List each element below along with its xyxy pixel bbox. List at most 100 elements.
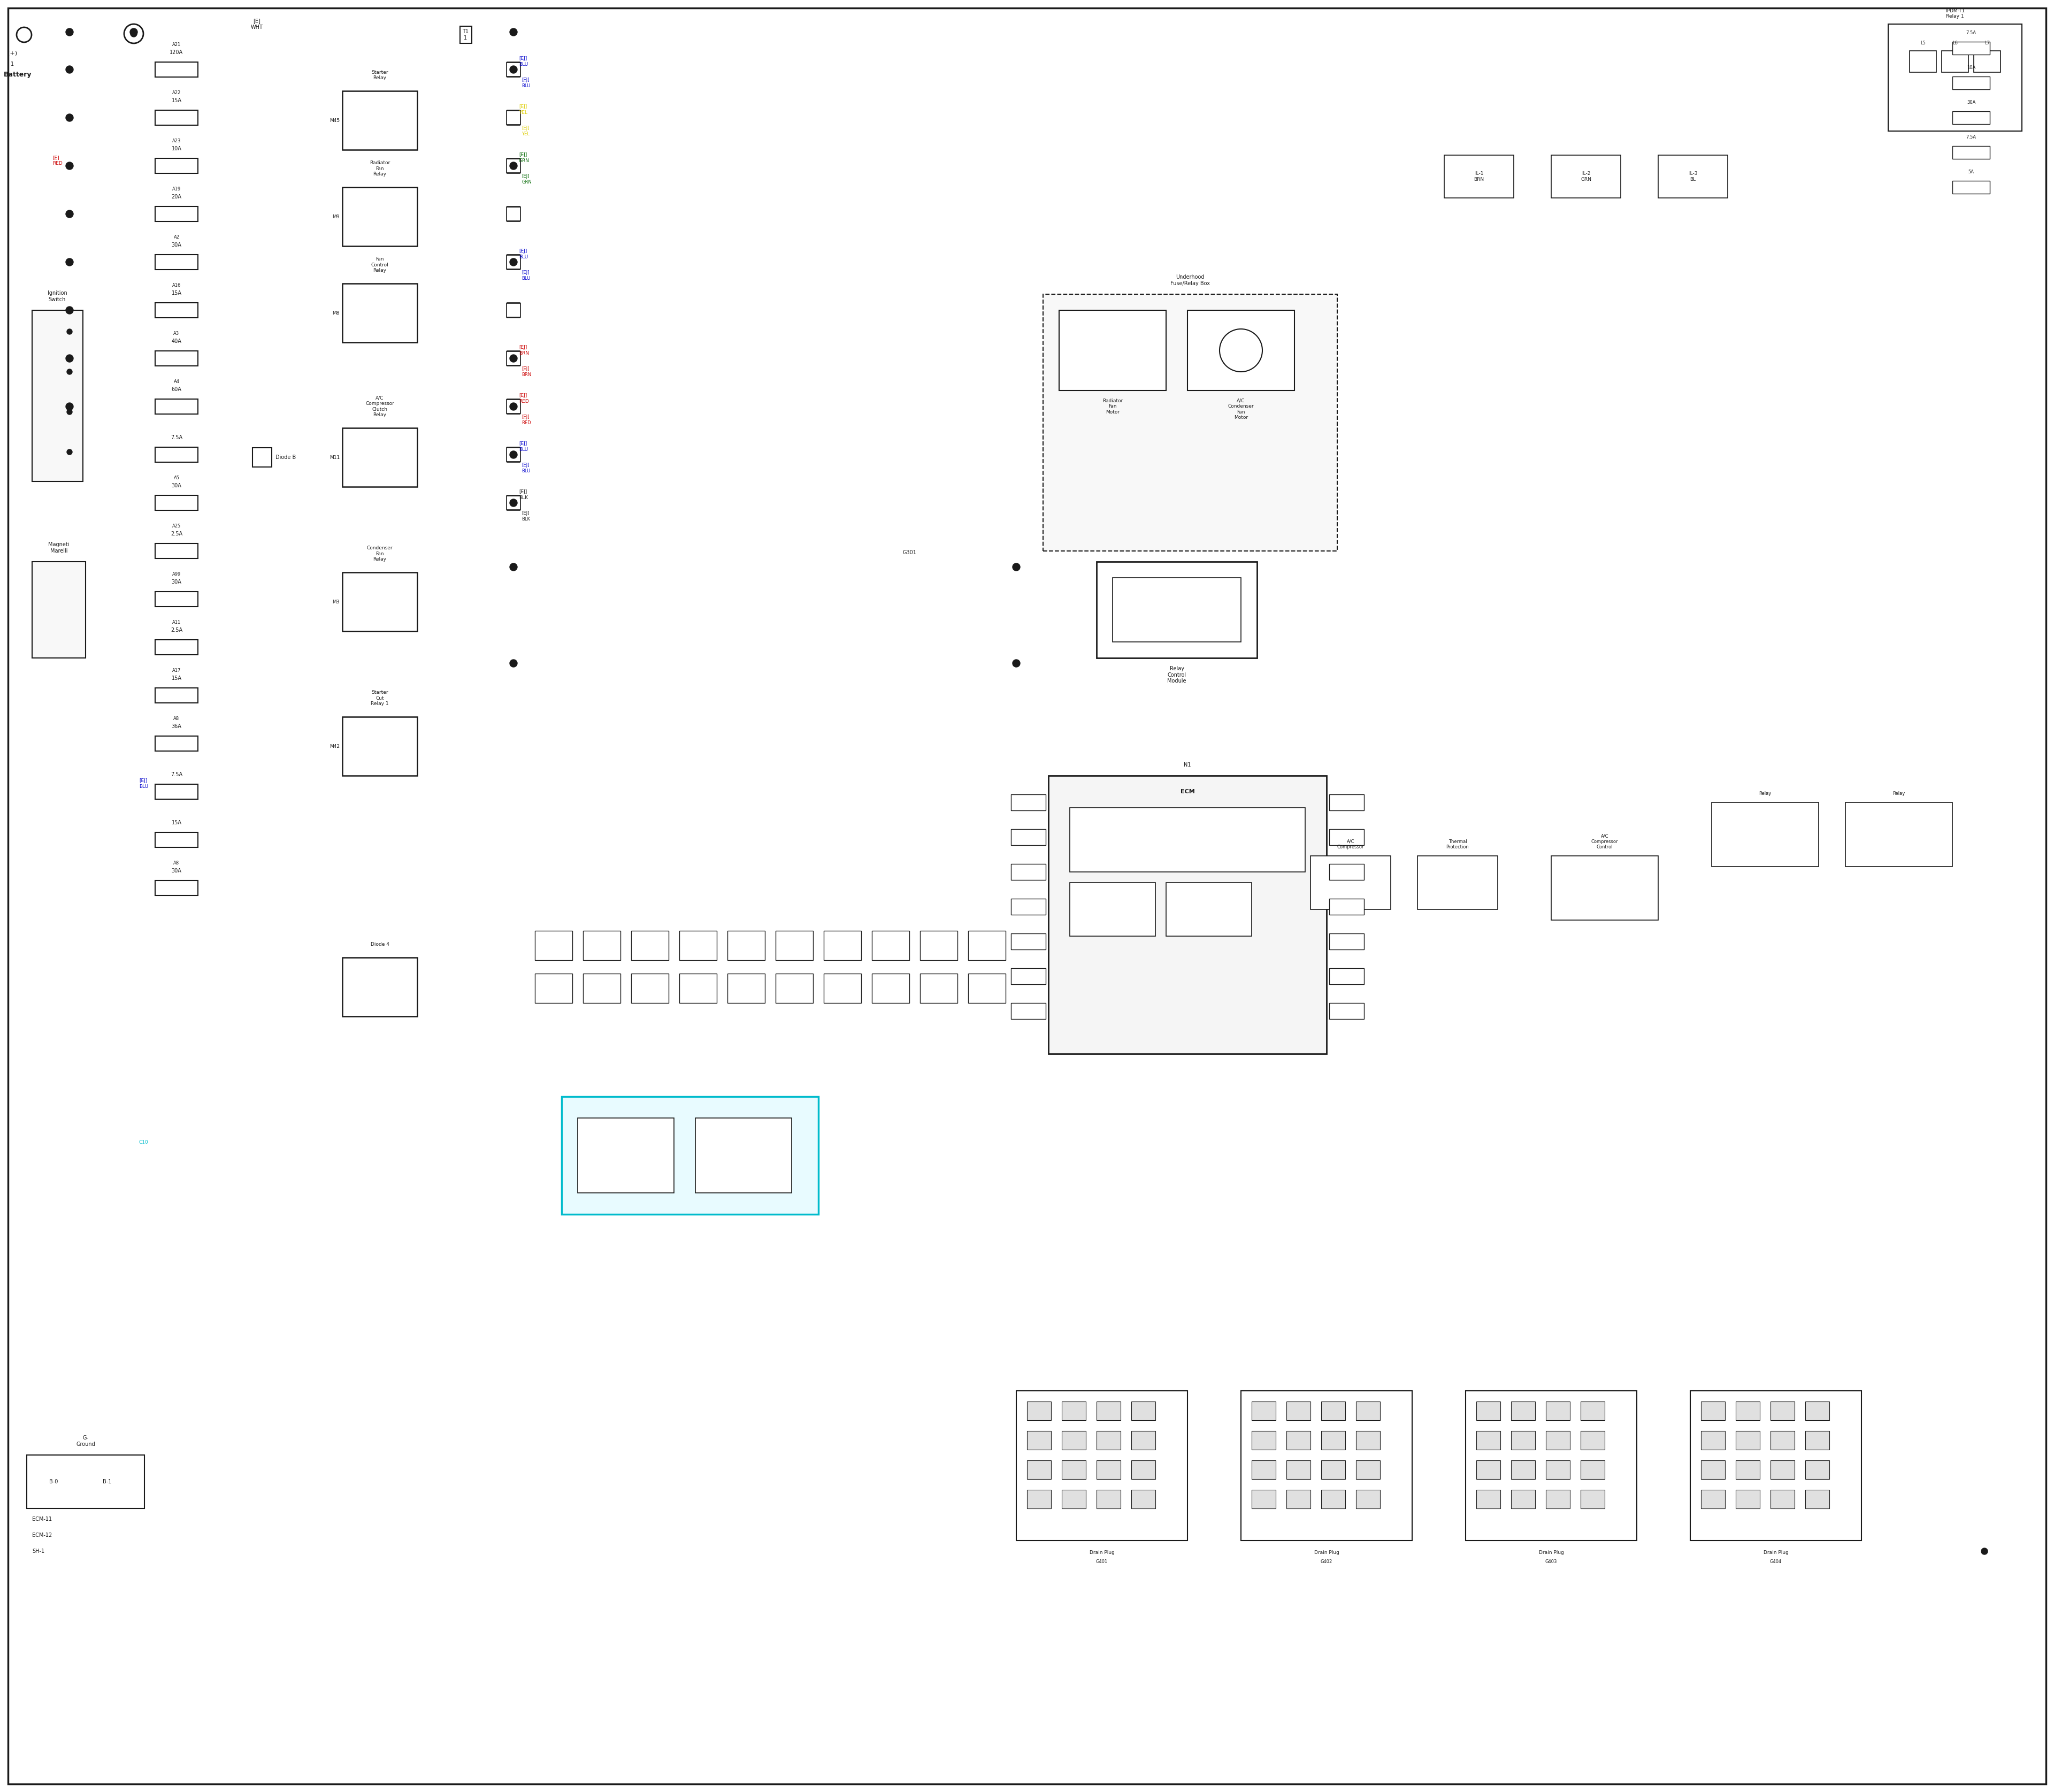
- Circle shape: [509, 563, 518, 572]
- Text: Relay
Control
Module: Relay Control Module: [1167, 667, 1187, 685]
- Bar: [631, 930, 670, 961]
- Text: A3: A3: [173, 332, 179, 337]
- Bar: [1477, 1460, 1499, 1478]
- Bar: [156, 158, 197, 174]
- Text: C10: C10: [140, 1140, 148, 1145]
- Circle shape: [68, 369, 72, 375]
- Bar: [1953, 111, 1990, 124]
- Bar: [1582, 1432, 1604, 1450]
- Text: [EJ]
GRN: [EJ] GRN: [522, 174, 532, 185]
- Bar: [1187, 310, 1294, 391]
- Circle shape: [509, 500, 518, 507]
- Bar: [967, 930, 1006, 961]
- Text: Diode 4: Diode 4: [370, 943, 388, 946]
- Text: 10A: 10A: [1968, 65, 1976, 70]
- Bar: [343, 428, 417, 487]
- Text: M11: M11: [329, 455, 339, 461]
- Text: [EJ]
BLK: [EJ] BLK: [522, 511, 530, 521]
- Text: IL-3
BL: IL-3 BL: [1688, 172, 1697, 181]
- Bar: [1329, 864, 1364, 880]
- Bar: [727, 973, 764, 1004]
- Text: Starter
Relay: Starter Relay: [372, 70, 388, 81]
- Bar: [1771, 1432, 1795, 1450]
- Text: Starter
Cut
Relay 1: Starter Cut Relay 1: [372, 690, 388, 706]
- Text: A19: A19: [173, 186, 181, 192]
- Text: 30A: 30A: [1968, 100, 1976, 106]
- Text: Condenser
Fan
Relay: Condenser Fan Relay: [368, 547, 392, 561]
- Bar: [1132, 1489, 1154, 1509]
- Bar: [1805, 1432, 1830, 1450]
- Bar: [1132, 1401, 1154, 1421]
- Bar: [1356, 1401, 1380, 1421]
- Text: IPDM-T1
Relay 1: IPDM-T1 Relay 1: [1945, 9, 1966, 18]
- Text: Ignition
Switch: Ignition Switch: [47, 290, 68, 303]
- Bar: [33, 561, 86, 658]
- Bar: [776, 973, 813, 1004]
- Text: Radiator
Fan
Relay: Radiator Fan Relay: [370, 161, 390, 177]
- Text: 120A: 120A: [170, 50, 183, 56]
- Bar: [1547, 1489, 1569, 1509]
- Text: G404: G404: [1771, 1559, 1781, 1564]
- Bar: [583, 973, 620, 1004]
- Bar: [156, 880, 197, 896]
- Bar: [507, 158, 520, 174]
- Text: 15A: 15A: [170, 290, 181, 296]
- Bar: [507, 351, 520, 366]
- Bar: [1321, 1401, 1345, 1421]
- Bar: [156, 303, 197, 317]
- Bar: [1805, 1489, 1830, 1509]
- Text: Diode B: Diode B: [275, 455, 296, 461]
- Bar: [1953, 145, 1990, 159]
- Bar: [507, 254, 520, 269]
- Text: 7.5A: 7.5A: [1966, 30, 1976, 36]
- Text: 15A: 15A: [170, 821, 181, 826]
- Text: [EJ]
BLU: [EJ] BLU: [520, 441, 528, 452]
- Bar: [507, 206, 520, 222]
- Bar: [507, 400, 520, 414]
- Bar: [1512, 1460, 1534, 1478]
- Bar: [156, 688, 197, 702]
- Bar: [253, 448, 271, 468]
- Bar: [1251, 1460, 1276, 1478]
- Bar: [920, 930, 957, 961]
- Bar: [156, 63, 197, 77]
- Text: M3: M3: [333, 599, 339, 604]
- Bar: [680, 973, 717, 1004]
- Bar: [534, 973, 573, 1004]
- Bar: [1356, 1460, 1380, 1478]
- Bar: [156, 109, 197, 125]
- Text: T1
1: T1 1: [462, 29, 468, 41]
- Text: A17: A17: [173, 668, 181, 674]
- Text: [EJ]
BLU: [EJ] BLU: [522, 462, 530, 473]
- Text: [EJ]
RED: [EJ] RED: [522, 414, 530, 425]
- Bar: [1011, 830, 1045, 846]
- Text: A2: A2: [175, 235, 179, 240]
- Bar: [1547, 1401, 1569, 1421]
- Bar: [507, 448, 520, 462]
- Bar: [1251, 1432, 1276, 1450]
- Bar: [1477, 1489, 1499, 1509]
- Circle shape: [66, 210, 74, 217]
- Bar: [1356, 1432, 1380, 1450]
- Text: A22: A22: [173, 91, 181, 95]
- Circle shape: [66, 29, 74, 36]
- Text: Drain Plug: Drain Plug: [1538, 1550, 1563, 1555]
- Text: IL-1
BRN: IL-1 BRN: [1475, 172, 1485, 181]
- Bar: [1167, 883, 1251, 935]
- Bar: [1547, 1460, 1569, 1478]
- Text: Magneti
Marelli: Magneti Marelli: [49, 543, 70, 554]
- Bar: [1097, 1432, 1121, 1450]
- Bar: [156, 640, 197, 654]
- Text: A/C
Condenser
Fan
Motor: A/C Condenser Fan Motor: [1228, 398, 1253, 419]
- Text: Fan
Control
Relay: Fan Control Relay: [372, 256, 388, 272]
- Bar: [1547, 1432, 1569, 1450]
- Bar: [156, 254, 197, 269]
- Bar: [507, 495, 520, 511]
- Text: Drain Plug: Drain Plug: [1315, 1550, 1339, 1555]
- Text: ECM: ECM: [1181, 788, 1195, 794]
- Text: 7.5A: 7.5A: [170, 435, 183, 441]
- Bar: [1512, 1432, 1534, 1450]
- Bar: [1805, 1401, 1830, 1421]
- Bar: [1060, 310, 1167, 391]
- Circle shape: [68, 450, 72, 455]
